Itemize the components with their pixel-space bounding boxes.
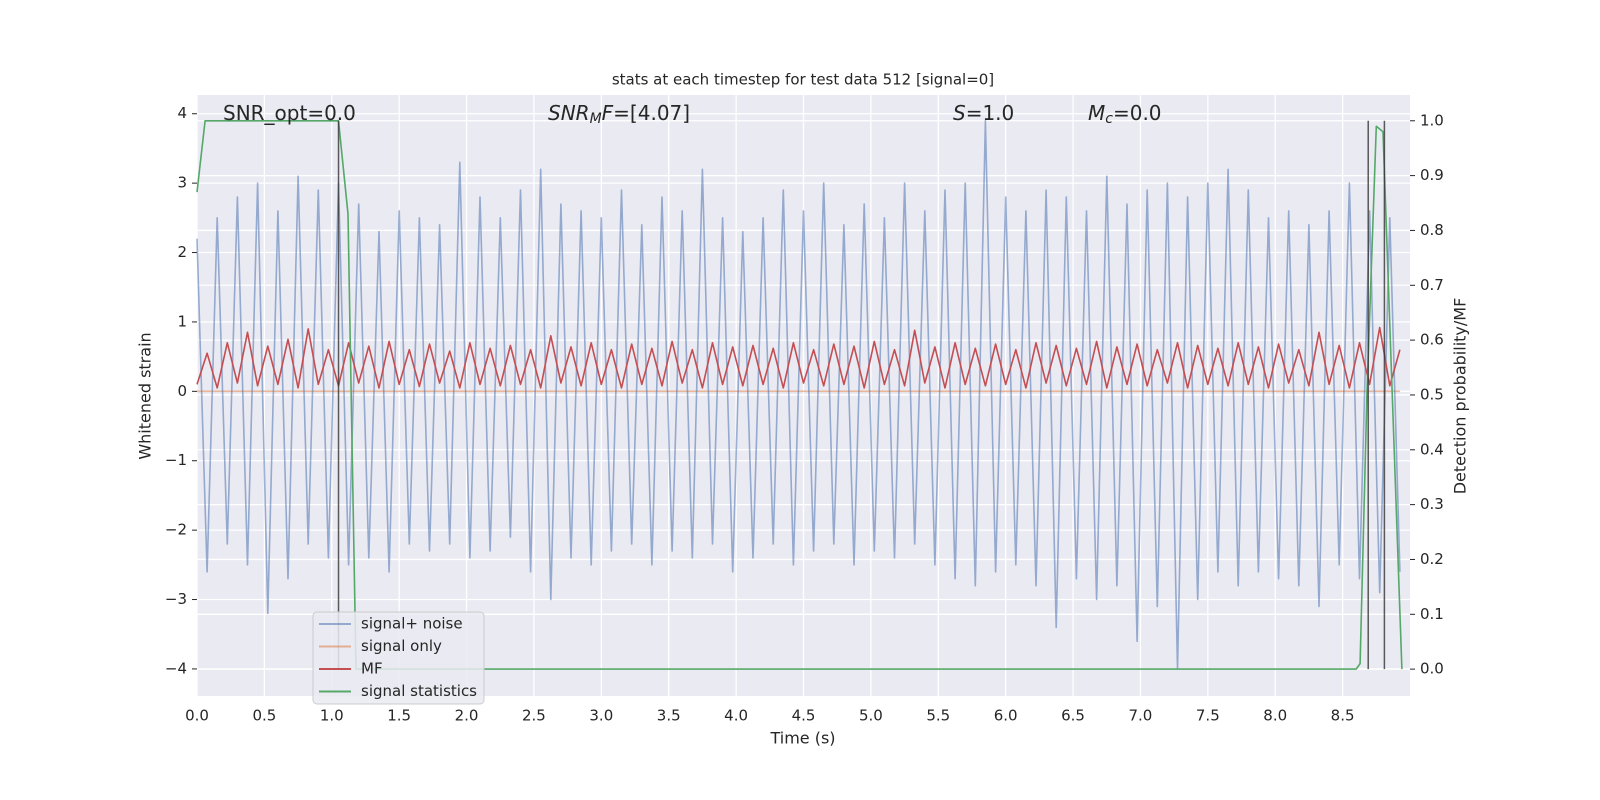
x-tick-label: 8.0 [1263,707,1287,725]
x-tick-label: 1.5 [387,707,411,725]
chart-title: stats at each timestep for test data 512… [612,71,994,89]
y2-tick-label: 0.9 [1420,166,1444,184]
y2-tick-label: 0.3 [1420,495,1444,513]
x-tick-label: 6.5 [1061,707,1085,725]
y-tick-label: 0 [177,382,187,400]
legend-label: signal only [361,637,442,655]
y2-tick-label: 0.0 [1420,660,1444,678]
x-tick-label: 3.5 [657,707,681,725]
x-tick-label: 0.5 [252,707,276,725]
y2-tick-label: 1.0 [1420,111,1444,129]
annotation: SNRMF=[4.07] [548,101,690,128]
annotation-tail: =0.0 [1113,101,1162,125]
annotation: Mc=0.0 [1088,101,1162,128]
annotation-tail: =[4.07] [613,101,690,125]
y2-tick-label: 0.2 [1420,550,1444,568]
y-tick-label: 4 [177,104,187,122]
x-tick-label: 0.0 [185,707,209,725]
y-tick-label: −1 [165,451,187,469]
annotation-sub: c [1105,111,1113,127]
legend-label: signal+ noise [361,615,463,633]
y2-tick-label: 0.6 [1420,331,1444,349]
y-tick-label: −4 [165,659,187,677]
x-tick-label: 1.0 [320,707,344,725]
x-tick-label: 4.0 [724,707,748,725]
y2-tick-label: 0.5 [1420,385,1444,403]
series-line [196,119,1401,670]
annotation-sub: M [590,111,602,127]
legend-label: signal statistics [361,682,477,700]
x-tick-label: 7.5 [1196,707,1220,725]
annotation-tail: SNR_opt=0.0 [223,101,356,125]
annotation-main: M [1088,101,1105,125]
y-axis-label: Whitened strain [136,332,155,459]
annotation: S=1.0 [953,101,1014,125]
y2-tick-label: 0.7 [1420,276,1444,294]
x-axis-label: Time (s) [769,729,835,748]
y2-tick-label: 0.4 [1420,440,1444,458]
y2-tick-label: 0.8 [1420,221,1444,239]
y2-axis-label: Detection probability/MF [1451,298,1470,495]
x-tick-label: 5.5 [926,707,950,725]
series-line [196,326,1401,389]
x-tick-label: 6.0 [994,707,1018,725]
annotation-main: SNR [548,101,590,125]
x-tick-label: 3.0 [589,707,613,725]
series-line [196,120,1403,670]
legend-box [312,611,485,705]
y-tick-label: −2 [165,521,187,539]
y2-tick-label: 0.1 [1420,605,1444,623]
x-tick-label: 7.0 [1129,707,1153,725]
y-tick-label: 1 [177,312,187,330]
legend-label: MF [361,660,383,678]
annotation-italic: F [602,101,614,125]
x-tick-label: 8.5 [1331,707,1355,725]
annotation-tail: =1.0 [966,101,1015,125]
x-tick-label: 5.0 [859,707,883,725]
y-tick-label: 3 [177,174,187,192]
x-tick-label: 2.5 [522,707,546,725]
y-tick-label: −3 [165,590,187,608]
annotation-main: S [953,101,966,125]
annotation: SNR_opt=0.0 [223,101,356,125]
y-tick-label: 2 [177,243,187,261]
x-tick-label: 4.5 [792,707,816,725]
x-tick-label: 2.0 [455,707,479,725]
